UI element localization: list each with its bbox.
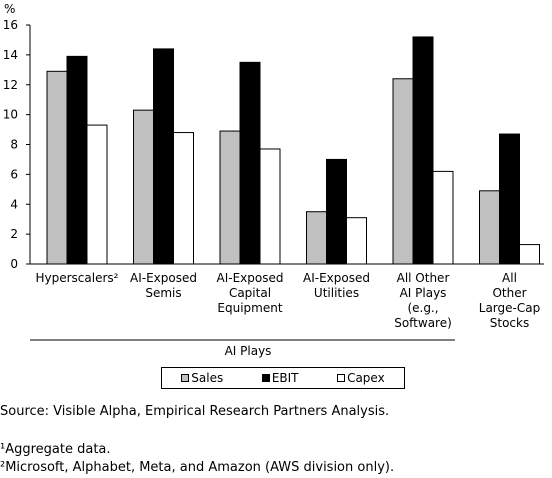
y-tick-label: 12	[3, 78, 18, 92]
bar-sales	[219, 130, 241, 265]
bar-chart: % 0 2 4 6 8 10 12 14 16 Hyperscalers² AI-Exposed S…	[3, 2, 544, 358]
source-note: Source: Visible Alpha, Empirical Researc…	[0, 404, 390, 419]
legend-item-sales: Sales	[181, 371, 223, 385]
ai-plays-group-label: AI Plays	[225, 344, 272, 358]
x-category-label: AI-Exposed Utilities	[303, 271, 370, 300]
y-tick-label: 8	[10, 138, 18, 152]
y-tick-label: 16	[3, 18, 18, 32]
bar-ebit	[499, 133, 520, 265]
y-tick-label: 4	[10, 197, 18, 211]
x-category-label: All Other Large-Cap Stocks	[479, 271, 540, 330]
bar-ebit	[153, 48, 174, 265]
y-tick-label: 0	[10, 257, 18, 271]
legend-label: Capex	[347, 371, 385, 385]
bar-ebit	[239, 61, 261, 265]
bar-sales	[392, 78, 414, 265]
bar-ebit	[66, 55, 88, 265]
y-axis-unit-label: %	[4, 2, 15, 16]
bar-ebit	[412, 36, 434, 265]
x-category-label: All Other AI Plays (e.g., Software)	[394, 271, 452, 330]
legend-label: EBIT	[271, 371, 299, 385]
bar-capex	[519, 244, 540, 265]
bar-ebit	[326, 158, 347, 265]
bar-capex	[86, 124, 108, 265]
legend-swatch	[261, 374, 270, 382]
bar-sales	[46, 70, 68, 265]
y-tick-label: 2	[10, 227, 18, 241]
bar-capex	[346, 217, 367, 265]
bar-capex	[173, 132, 194, 265]
x-category-label: Hyperscalers²	[36, 271, 119, 285]
bar-capex	[259, 148, 281, 265]
y-tick-label: 14	[3, 48, 18, 62]
bar-sales	[306, 211, 327, 265]
x-category-label: AI-Exposed Semis	[130, 271, 197, 300]
legend-label: Sales	[191, 371, 224, 385]
legend-swatch	[337, 374, 346, 382]
bar-sales	[479, 190, 500, 265]
y-tick-label: 10	[3, 108, 18, 122]
legend-item-capex: Capex	[337, 371, 385, 385]
bar-sales	[133, 109, 154, 265]
y-tick-label: 6	[10, 167, 18, 181]
footnote-hyperscalers: ²Microsoft, Alphabet, Meta, and Amazon (…	[0, 460, 395, 475]
bar-capex	[432, 170, 454, 265]
legend-swatch	[181, 374, 190, 382]
chart-legend: Sales EBIT Capex	[161, 367, 405, 389]
x-category-label: AI-Exposed Capital Equipment	[217, 271, 284, 315]
legend-item-ebit: EBIT	[261, 371, 299, 385]
footnote-aggregate: ¹Aggregate data.	[0, 442, 111, 457]
